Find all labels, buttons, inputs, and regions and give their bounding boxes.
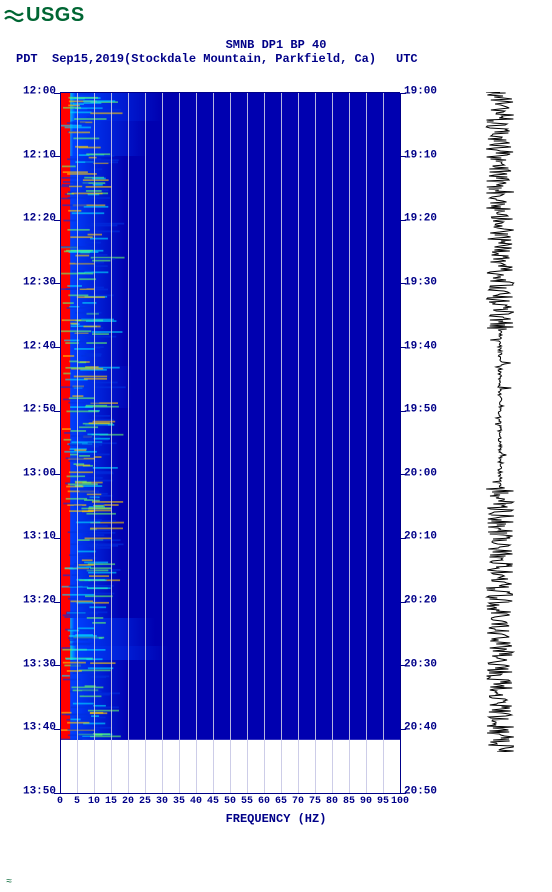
x-tick-label: 70 bbox=[292, 796, 304, 807]
y-tick-mark bbox=[54, 283, 60, 284]
y-left-tick: 12:00 bbox=[14, 87, 56, 98]
y-tick-mark bbox=[54, 793, 60, 794]
page-root: USGS SMNB DP1 BP 40 PDT Sep15,2019(Stock… bbox=[0, 0, 552, 892]
spectrogram-image bbox=[60, 93, 400, 793]
footer-mark: ≈ bbox=[6, 877, 12, 888]
y-tick-mark bbox=[54, 93, 60, 94]
y-left-tick: 12:20 bbox=[14, 214, 56, 225]
logo-text: USGS bbox=[26, 4, 85, 27]
x-gridline bbox=[400, 93, 401, 793]
x-tick-label: 25 bbox=[139, 796, 151, 807]
x-tick-label: 95 bbox=[377, 796, 389, 807]
side-seismic-trace bbox=[480, 92, 520, 752]
y-right-tick: 19:40 bbox=[404, 341, 454, 352]
date-label: Sep15,2019(Stockdale Mountain, Parkfield… bbox=[52, 52, 376, 66]
y-left-tick: 12:40 bbox=[14, 341, 56, 352]
x-tick-label: 10 bbox=[88, 796, 100, 807]
y-left-tick: 13:10 bbox=[14, 532, 56, 543]
tz-left-label: PDT Sep15,2019(Stockdale Mountain, Parkf… bbox=[16, 52, 376, 66]
y-right-tick: 19:20 bbox=[404, 214, 454, 225]
y-right-tick: 19:10 bbox=[404, 150, 454, 161]
y-right-tick: 20:20 bbox=[404, 596, 454, 607]
y-tick-mark bbox=[54, 729, 60, 730]
tz-left-text: PDT bbox=[16, 52, 38, 66]
y-left-tick: 13:20 bbox=[14, 596, 56, 607]
y-right-tick: 20:50 bbox=[404, 787, 454, 798]
y-tick-mark bbox=[54, 474, 60, 475]
y-tick-mark bbox=[54, 220, 60, 221]
x-axis-label: FREQUENCY (HZ) bbox=[0, 812, 552, 826]
y-right-tick: 19:00 bbox=[404, 87, 454, 98]
x-tick-label: 55 bbox=[241, 796, 253, 807]
y-right-tick: 20:40 bbox=[404, 723, 454, 734]
usgs-logo: USGS bbox=[4, 4, 85, 27]
y-tick-mark bbox=[54, 602, 60, 603]
y-right-tick: 19:30 bbox=[404, 277, 454, 288]
y-left-tick: 12:10 bbox=[14, 150, 56, 161]
y-left-tick: 12:30 bbox=[14, 277, 56, 288]
y-tick-mark bbox=[54, 156, 60, 157]
y-left-tick: 13:40 bbox=[14, 723, 56, 734]
y-right-tick: 20:10 bbox=[404, 532, 454, 543]
x-tick-label: 20 bbox=[122, 796, 134, 807]
x-tick-label: 5 bbox=[74, 796, 80, 807]
x-tick-label: 65 bbox=[275, 796, 287, 807]
y-tick-mark bbox=[54, 538, 60, 539]
y-tick-mark bbox=[54, 411, 60, 412]
y-right-tick: 19:50 bbox=[404, 405, 454, 416]
y-left-tick: 13:30 bbox=[14, 659, 56, 670]
x-tick-label: 50 bbox=[224, 796, 236, 807]
x-tick-label: 45 bbox=[207, 796, 219, 807]
y-tick-mark bbox=[54, 665, 60, 666]
x-tick-label: 75 bbox=[309, 796, 321, 807]
y-right-tick: 20:00 bbox=[404, 468, 454, 479]
blank-region bbox=[60, 740, 400, 793]
x-tick-label: 100 bbox=[391, 796, 409, 807]
x-tick-label: 90 bbox=[360, 796, 372, 807]
y-tick-mark bbox=[54, 347, 60, 348]
x-tick-label: 40 bbox=[190, 796, 202, 807]
x-tick-label: 0 bbox=[57, 796, 63, 807]
y-left-tick: 13:00 bbox=[14, 468, 56, 479]
x-tick-label: 85 bbox=[343, 796, 355, 807]
wave-icon bbox=[4, 6, 24, 26]
x-tick-label: 60 bbox=[258, 796, 270, 807]
spectrogram-plot bbox=[60, 92, 400, 794]
y-right-tick: 20:30 bbox=[404, 659, 454, 670]
y-axis-left: 12:0012:1012:2012:3012:4012:5013:0013:10… bbox=[14, 92, 56, 792]
x-tick-label: 15 bbox=[105, 796, 117, 807]
chart-title: SMNB DP1 BP 40 bbox=[0, 38, 552, 52]
y-left-tick: 12:50 bbox=[14, 405, 56, 416]
y-left-tick: 13:50 bbox=[14, 787, 56, 798]
y-axis-right: 19:0019:1019:2019:3019:4019:5020:0020:10… bbox=[404, 92, 454, 792]
x-tick-label: 30 bbox=[156, 796, 168, 807]
x-tick-label: 35 bbox=[173, 796, 185, 807]
x-tick-label: 80 bbox=[326, 796, 338, 807]
tz-right-label: UTC bbox=[396, 52, 418, 66]
